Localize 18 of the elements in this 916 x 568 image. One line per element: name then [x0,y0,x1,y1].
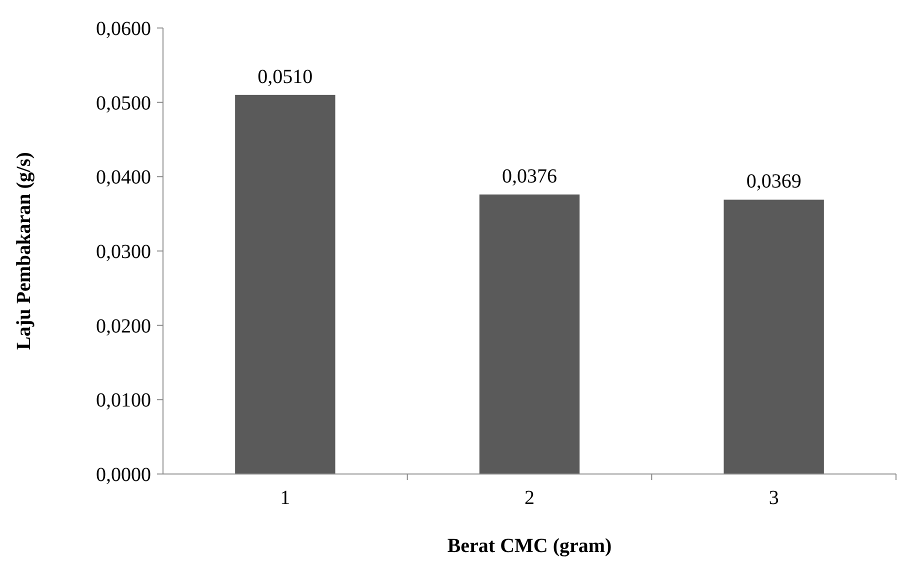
y-tick-label: 0,0500 [96,92,151,114]
x-tick-label: 3 [768,487,779,509]
data-label: 0,0369 [746,170,802,193]
x-axis-title: Berat CMC (gram) [447,535,612,557]
data-label: 0,0376 [502,166,557,188]
bar [235,94,336,474]
bar [724,200,824,474]
x-tick-label: 1 [280,487,290,509]
bar [479,194,580,474]
y-tick-label: 0,0100 [96,390,151,412]
y-tick-label: 0,0200 [96,315,151,338]
x-tick-label: 2 [524,487,534,509]
y-tick-label: 0,0300 [96,241,151,263]
y-axis-title: Laju Pembakaran (g/s) [13,152,35,350]
data-label: 0,0510 [258,66,313,88]
y-tick-label: 0,0000 [96,464,151,486]
y-tick-label: 0,0400 [96,166,151,189]
y-tick-label: 0,0600 [96,18,151,40]
